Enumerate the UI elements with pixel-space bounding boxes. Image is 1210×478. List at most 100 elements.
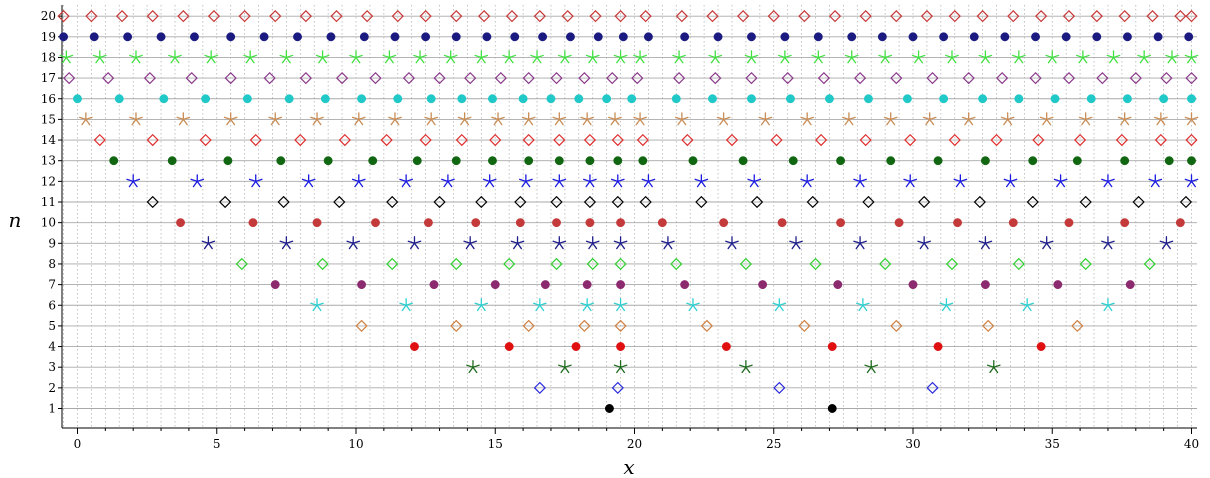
data-point: [1122, 94, 1132, 104]
data-point: [201, 94, 211, 104]
data-point: [1036, 342, 1046, 351]
data-point: [62, 71, 76, 85]
data-point: [953, 218, 963, 228]
series-n-14: [93, 133, 1198, 147]
data-point: [369, 71, 382, 85]
data-point: [382, 50, 397, 64]
data-point: [786, 94, 795, 104]
data-point: [386, 257, 399, 271]
data-point: [675, 112, 689, 126]
data-point: [978, 50, 993, 64]
data-point: [580, 112, 594, 126]
data-point: [1115, 133, 1129, 147]
data-point: [503, 257, 516, 271]
data-point: [176, 218, 185, 228]
data-point: [750, 195, 764, 209]
data-point: [681, 133, 694, 147]
data-point: [973, 195, 986, 209]
data-point: [847, 32, 857, 42]
data-point: [585, 218, 595, 228]
data-point: [532, 298, 547, 312]
data-point: [238, 10, 251, 23]
data-point: [613, 156, 623, 166]
y-tick-label: 20: [41, 9, 56, 23]
data-point: [482, 174, 497, 188]
series-n-2: [533, 381, 939, 394]
data-point: [1090, 10, 1103, 23]
data-point: [809, 257, 822, 271]
data-point: [143, 71, 157, 85]
data-point: [1062, 10, 1076, 23]
y-tick-label: 19: [41, 30, 56, 44]
data-point: [450, 10, 463, 23]
data-point: [129, 50, 143, 64]
data-point: [301, 174, 316, 188]
data-point: [833, 280, 843, 290]
x-tick-label: 20: [627, 437, 642, 451]
data-point: [574, 94, 584, 104]
data-point: [524, 156, 534, 166]
data-point: [126, 174, 141, 188]
data-point: [477, 10, 491, 23]
data-point: [817, 71, 831, 85]
data-point: [1117, 112, 1132, 126]
data-point: [1050, 94, 1060, 104]
minor-grid: [63, 5, 1192, 428]
data-point: [1185, 10, 1198, 23]
data-point: [926, 71, 939, 85]
data-point: [920, 10, 934, 23]
data-point: [1012, 50, 1026, 64]
data-point: [224, 71, 237, 85]
data-point: [243, 50, 257, 64]
data-point: [277, 195, 290, 209]
data-point: [429, 280, 439, 290]
y-tick-label: 10: [41, 216, 56, 230]
data-point: [167, 156, 177, 166]
data-point: [510, 32, 520, 42]
data-point: [349, 50, 363, 64]
data-point: [836, 156, 846, 166]
data-point: [716, 112, 731, 126]
data-point: [583, 195, 597, 209]
data-point: [610, 174, 625, 188]
data-point: [515, 218, 525, 228]
data-point: [890, 71, 903, 85]
data-point: [1086, 94, 1096, 104]
data-point: [360, 10, 374, 23]
data-point: [185, 71, 198, 85]
data-point: [1076, 50, 1090, 64]
x-tick-label: 30: [905, 437, 920, 451]
data-point: [917, 195, 931, 209]
data-point: [758, 112, 773, 126]
data-point: [554, 156, 564, 166]
data-point: [101, 71, 115, 85]
data-point: [419, 10, 432, 23]
data-point: [633, 112, 647, 126]
data-point: [643, 32, 653, 42]
data-point: [433, 71, 446, 85]
data-point: [1079, 257, 1092, 271]
data-point: [894, 218, 904, 228]
data-point: [540, 280, 550, 290]
data-point: [859, 10, 872, 23]
data-point: [464, 71, 477, 85]
data-point: [315, 50, 330, 64]
data-point: [538, 32, 548, 42]
data-point: [312, 218, 322, 228]
data-point: [351, 112, 366, 126]
data-point: [223, 112, 238, 126]
data-point: [828, 10, 842, 23]
data-point: [1071, 319, 1084, 333]
data-point: [357, 280, 367, 290]
data-point: [1053, 280, 1063, 290]
data-point: [1187, 94, 1196, 104]
data-point: [827, 342, 837, 351]
data-point: [423, 218, 433, 228]
data-point: [552, 218, 561, 228]
y-axis-title: n: [9, 208, 22, 232]
data-point: [700, 319, 714, 333]
data-point: [146, 195, 159, 209]
data-point: [114, 94, 124, 104]
data-point: [853, 236, 867, 250]
